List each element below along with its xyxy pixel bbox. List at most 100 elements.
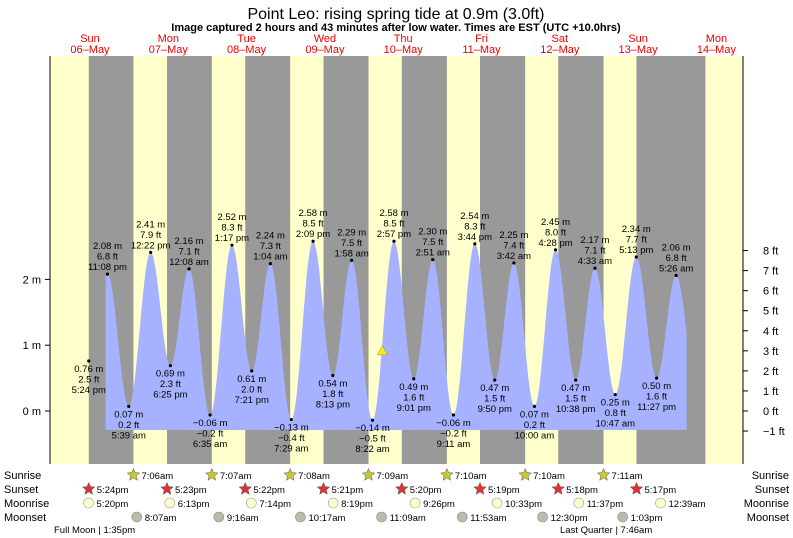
chart-title: Point Leo: rising spring tide at 0.9m (3…: [247, 6, 544, 23]
tide-point: [187, 267, 191, 271]
day-name: Thu: [394, 33, 413, 45]
tide-point: [674, 273, 678, 278]
moonrise-moon-icon: [573, 497, 585, 509]
low-tide-label: −0.2 ft: [440, 428, 467, 439]
moonrise-time: 5:20pm: [97, 499, 129, 510]
day-name: Fri: [475, 33, 488, 45]
sunset-star-icon: [81, 481, 96, 495]
day-date: 10–May: [384, 44, 424, 56]
sunrise-star-icon: [361, 467, 376, 481]
high-tide-label: 3:44 pm: [458, 232, 492, 243]
sunrise-row-label: Sunrise: [4, 470, 41, 482]
moonrise-time: 9:26pm: [423, 499, 455, 510]
low-tide-label: 0.07 m: [520, 409, 549, 420]
high-tide-label: 7.3 ft: [260, 241, 281, 252]
high-tide-label: 12:22 pm: [131, 240, 171, 251]
high-tide-label: 2:09 pm: [296, 229, 330, 240]
sunrise-time: 7:06am: [141, 471, 173, 482]
low-tide-label: 0.8 ft: [605, 408, 626, 419]
sunrise-time: 7:11am: [612, 471, 643, 482]
high-tide-label: 8.3 ft: [221, 223, 242, 234]
tide-water-area: [105, 241, 687, 430]
low-tide-label: 1.5 ft: [565, 394, 586, 405]
tide-point: [593, 266, 597, 270]
day-name: Wed: [314, 33, 336, 45]
low-tide-label: −0.06 m: [436, 418, 471, 429]
left-tick-label: 1 m: [23, 340, 41, 352]
low-tide-label: 10:00 am: [515, 430, 555, 441]
high-tide-label: 7.1 ft: [584, 246, 605, 257]
moonrise-moon-icon: [655, 497, 666, 509]
high-tide-label: 2.58 m: [299, 208, 328, 219]
tide-point: [331, 373, 335, 378]
right-tick-label: 3 ft: [763, 346, 778, 358]
low-tide-label: 0.25 m: [601, 398, 630, 409]
low-tide-label: 9:50 pm: [478, 404, 512, 415]
moonset-time: 12:30pm: [551, 513, 588, 524]
low-tide-label: 5:24 pm: [72, 385, 106, 396]
low-tide-label: 0.49 m: [399, 382, 428, 393]
low-tide-label: 10:38 pm: [556, 404, 596, 415]
tide-point: [350, 258, 354, 262]
high-tide-label: 6.8 ft: [97, 252, 118, 263]
tide-point: [412, 377, 416, 381]
tide-point: [87, 359, 91, 363]
day-date: 11–May: [462, 44, 501, 56]
high-tide-label: 2.29 m: [337, 227, 366, 238]
sunrise-star-icon: [440, 467, 454, 481]
tide-point: [613, 392, 617, 397]
high-tide-label: 2.52 m: [217, 212, 246, 223]
moonrise-moon-icon: [327, 497, 339, 509]
tide-point: [553, 248, 558, 252]
moonrise-time: 8:19pm: [341, 499, 373, 510]
sunset-time: 5:21pm: [332, 485, 364, 496]
moonset-time: 11:09am: [390, 513, 426, 524]
high-tide-label: 7.5 ft: [422, 237, 443, 248]
moonset-moon-icon: [456, 511, 468, 523]
day-date: 09–May: [305, 44, 345, 56]
tide-point: [268, 262, 272, 266]
moonrise-moon-icon: [491, 497, 503, 509]
high-tide-label: 1:58 am: [334, 248, 368, 259]
high-tide-label: 2.30 m: [418, 227, 447, 238]
high-tide-label: 8.5 ft: [383, 219, 404, 230]
sunset-time: 5:22pm: [253, 485, 285, 496]
low-tide-label: 1.5 ft: [484, 394, 505, 405]
high-tide-label: 1:17 pm: [215, 233, 249, 244]
tide-point: [370, 418, 375, 422]
sunset-row-label-right: Sunset: [755, 484, 789, 496]
low-tide-label: 0.61 m: [237, 374, 266, 385]
high-tide-label: 2.24 m: [256, 231, 285, 242]
low-tide-label: 2.5 ft: [78, 374, 99, 385]
moonset-time: 11:53am: [470, 513, 506, 524]
high-tide-label: 2.41 m: [136, 219, 165, 230]
moonrise-time: 11:37pm: [587, 499, 623, 510]
tide-point: [250, 369, 254, 373]
tide-point: [289, 417, 293, 422]
moonset-moon-icon: [537, 511, 548, 523]
low-tide-label: 0.2 ft: [118, 420, 139, 431]
low-tide-label: 0.76 m: [74, 364, 103, 375]
sunrise-time: 7:09am: [377, 471, 409, 482]
sunset-star-icon: [551, 481, 566, 495]
tide-point: [655, 376, 659, 380]
tide-point: [208, 413, 212, 417]
sunset-star-icon: [316, 481, 331, 495]
chart-subtitle: Image captured 2 hours and 43 minutes af…: [171, 22, 621, 34]
day-labels: Sun06–MayMon07–MayTue08–MayWed09–MayThu1…: [70, 33, 736, 56]
moonset-time: 10:17am: [308, 513, 345, 524]
right-tick-label: 5 ft: [763, 306, 778, 318]
full-moon-note: Full Moon | 1:35pm: [54, 525, 135, 536]
tide-point: [431, 258, 435, 262]
tide-curve: [105, 241, 687, 430]
tide-point: [451, 413, 456, 417]
right-tick-label: 8 ft: [763, 246, 778, 258]
tide-point: [392, 239, 396, 243]
sunrise-star-icon: [283, 467, 298, 481]
sunset-time: 5:24pm: [97, 485, 129, 496]
low-tide-label: 2.3 ft: [160, 379, 181, 390]
sunset-time: 5:23pm: [175, 485, 207, 496]
moonrise-moon-icon: [409, 497, 421, 509]
high-tide-label: 7.4 ft: [503, 240, 524, 251]
